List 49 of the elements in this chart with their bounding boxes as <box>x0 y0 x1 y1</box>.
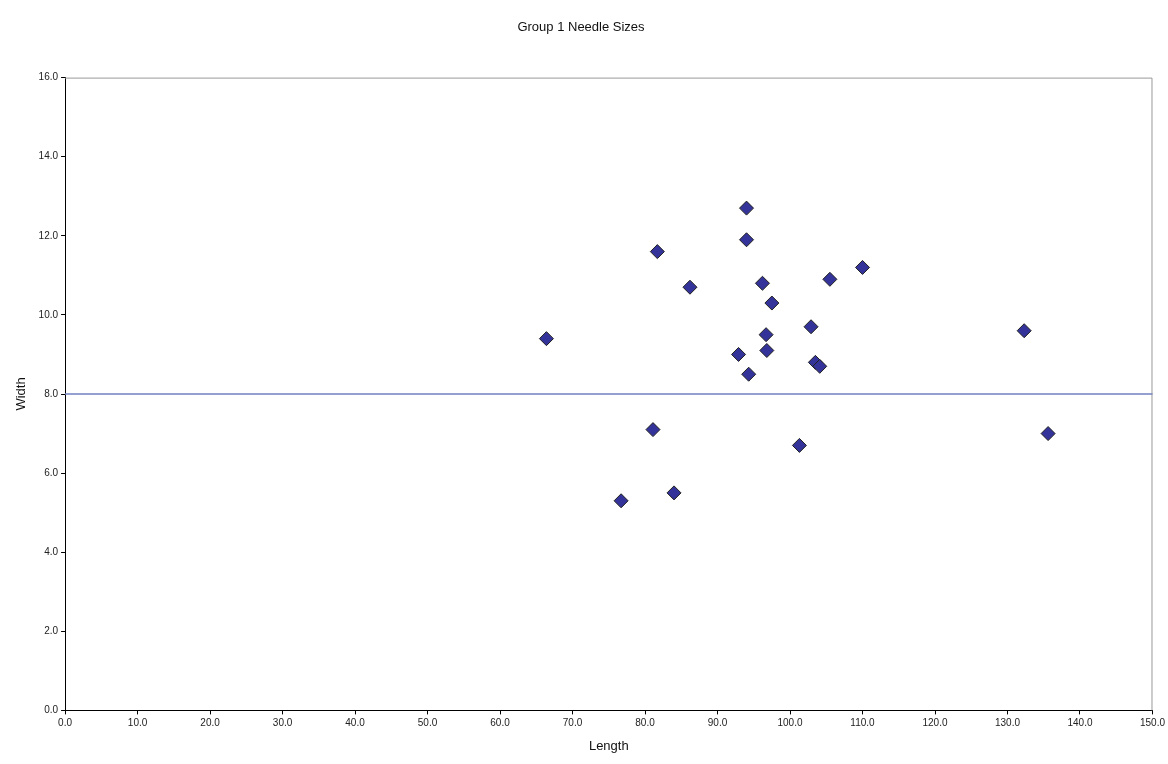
point <box>812 358 828 374</box>
y-tick-label: 12.0 <box>38 229 59 241</box>
x-tick-label: 10.0 <box>127 717 148 729</box>
x-tick-label: 40.0 <box>345 717 366 729</box>
point <box>731 346 747 362</box>
x-tick-label: 80.0 <box>635 717 656 729</box>
x-tick-label: 50.0 <box>417 717 438 729</box>
y-tick-label: 0.0 <box>44 704 59 716</box>
x-tick-label: 150.0 <box>1139 717 1166 729</box>
point <box>822 271 838 287</box>
point <box>538 331 554 347</box>
x-tick-label: 30.0 <box>272 717 293 729</box>
point <box>645 422 661 438</box>
x-tick-label: 60.0 <box>490 717 511 729</box>
y-tick-label: 2.0 <box>44 625 59 637</box>
x-tick-label: 100.0 <box>777 717 803 729</box>
y-tick-label: 4.0 <box>44 545 59 557</box>
x-tick-label: 70.0 <box>562 717 583 729</box>
point <box>682 279 698 295</box>
point <box>754 275 770 291</box>
point <box>666 485 682 501</box>
y-tick-label: 6.0 <box>44 466 59 478</box>
point <box>739 200 755 216</box>
x-tick-label: 130.0 <box>994 717 1021 729</box>
y-tick-label: 14.0 <box>38 150 59 162</box>
chart-title: Group 1 Needle Sizes <box>517 19 646 35</box>
point <box>803 319 819 335</box>
x-tick-label: 20.0 <box>200 717 221 729</box>
point <box>741 366 757 382</box>
point <box>759 343 775 358</box>
point <box>1040 426 1056 442</box>
point <box>764 295 780 311</box>
x-tick-label: 140.0 <box>1067 717 1093 729</box>
x-axis-title: Length <box>588 737 629 753</box>
y-tick-label: 10.0 <box>38 308 59 320</box>
point <box>1016 323 1032 339</box>
x-tick-label: 90.0 <box>707 717 728 729</box>
y-tick-label: 8.0 <box>44 387 59 399</box>
point <box>758 327 774 343</box>
point <box>613 493 629 509</box>
y-tick-label: 16.0 <box>38 71 59 83</box>
x-tick-label: 110.0 <box>850 717 876 729</box>
point <box>649 244 665 260</box>
point <box>855 259 871 275</box>
x-tick-label: 0.0 <box>58 717 73 729</box>
point <box>739 232 755 248</box>
x-tick-label: 120.0 <box>922 717 948 729</box>
y-axis-title: Width <box>13 377 29 411</box>
point <box>791 437 807 453</box>
